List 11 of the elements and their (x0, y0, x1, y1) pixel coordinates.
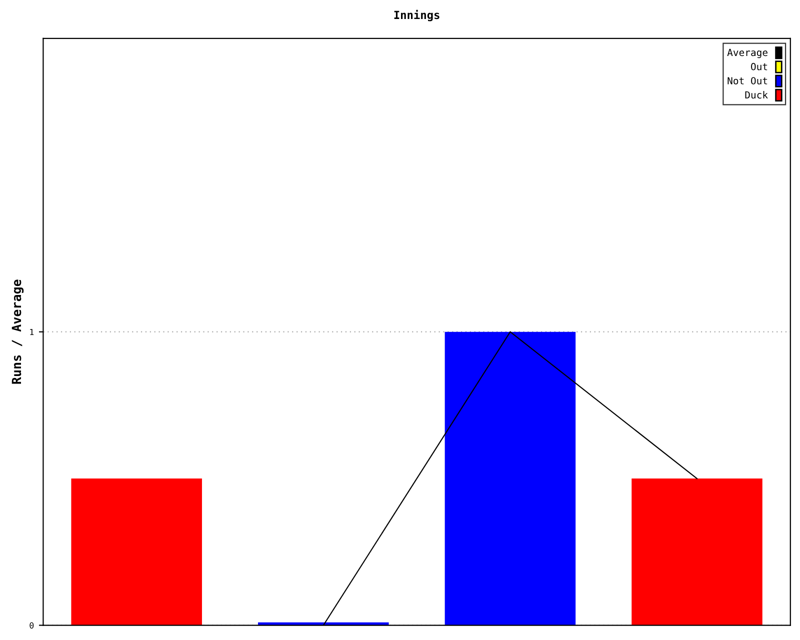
y-axis-title: Runs / Average (12, 280, 24, 384)
bar (444, 332, 576, 626)
legend-label: Duck (745, 91, 768, 99)
y-tick-label: 0 (30, 622, 34, 629)
y-tick-label: 1 (30, 328, 34, 336)
bar (632, 478, 762, 626)
legend-label: Out (751, 62, 768, 70)
chart-title: Innings (394, 10, 440, 22)
legend-label: Not Out (728, 77, 768, 84)
legend-label: Average (727, 48, 768, 58)
bar (71, 478, 202, 626)
